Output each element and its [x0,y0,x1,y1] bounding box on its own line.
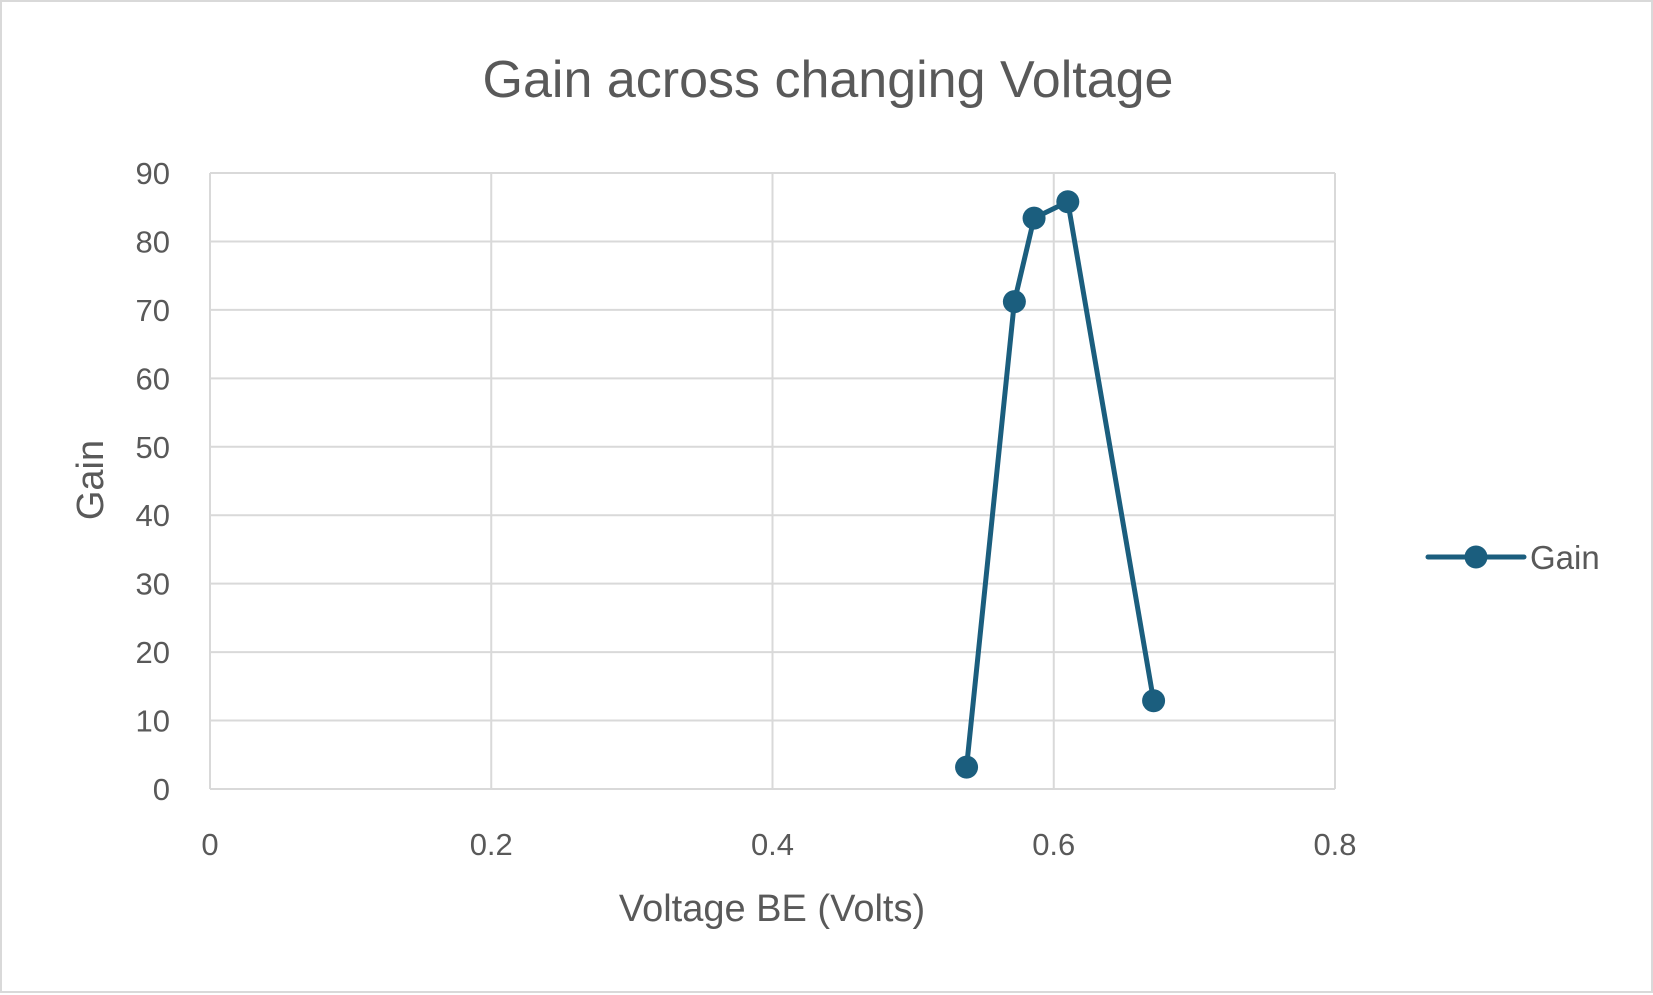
x-axis-title: Voltage BE (Volts) [619,888,925,930]
x-tick-label: 0 [201,827,218,862]
y-tick-label: 60 [136,361,170,396]
x-tick-label: 0.6 [1032,827,1075,862]
data-point [1056,190,1080,214]
series-layer [955,190,1166,779]
y-tick-label: 50 [136,430,170,465]
chart-title: Gain across changing Voltage [483,51,1174,109]
data-point [1142,689,1166,713]
x-tick-label: 0.4 [751,827,794,862]
data-point [1022,206,1046,230]
series-line [964,199,1157,770]
y-tick-label: 20 [136,635,170,670]
data-point [1002,290,1026,314]
legend-dot-marker [1464,545,1488,569]
y-tick-label: 80 [136,224,170,259]
x-tick-label: 0.8 [1313,827,1356,862]
x-tick-label: 0.2 [470,827,513,862]
y-tick-label: 10 [136,704,170,739]
y-axis-title: Gain [70,440,112,520]
y-tick-label: 30 [136,567,170,602]
axis-layer: 0 10 20 30 40 50 60 70 80 90 0 0.2 0.4 0.6 0.8 [136,156,1357,862]
legend: Gain [1425,539,1600,576]
y-tick-label: 0 [153,772,170,807]
y-tick-label: 70 [136,293,170,328]
legend-label: Gain [1530,539,1600,576]
y-tick-label: 40 [136,498,170,533]
data-point [955,755,979,779]
grid-layer [209,172,1336,790]
y-tick-label: 90 [136,156,170,191]
